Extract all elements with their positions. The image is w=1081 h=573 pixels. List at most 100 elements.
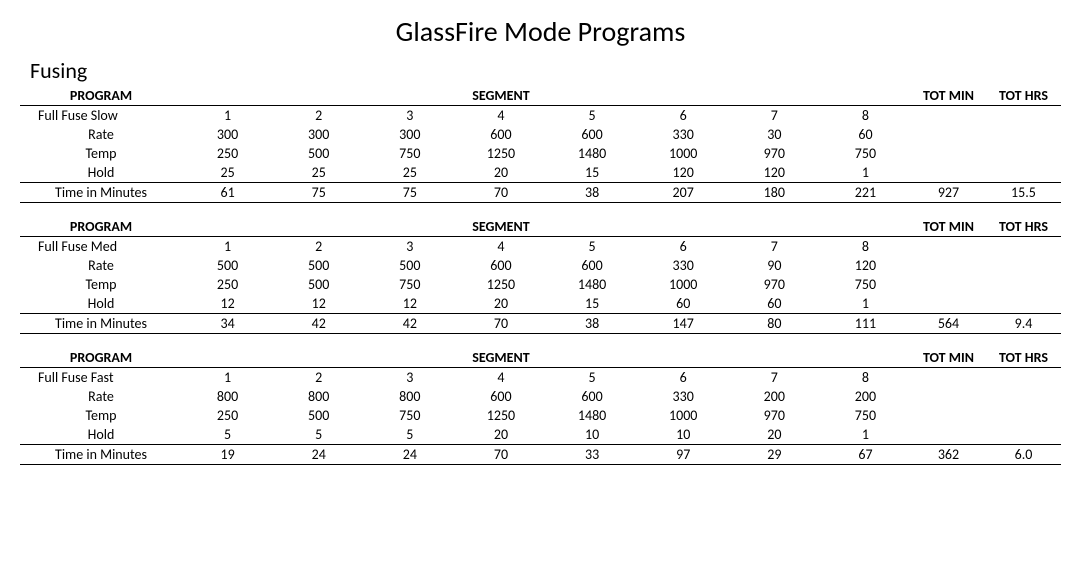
cell-temp: 1480 (547, 275, 638, 294)
cell-time: 75 (364, 183, 455, 203)
cell-hold: 25 (273, 163, 364, 183)
cell-hold: 5 (273, 425, 364, 445)
programs-container: PROGRAMSEGMENTTOT MINTOT HRSFull Fuse Sl… (20, 86, 1061, 465)
cell-rate: 500 (273, 256, 364, 275)
cell-rate: 600 (455, 256, 546, 275)
row-label-hold: Hold (20, 425, 182, 445)
cell-temp: 250 (182, 144, 273, 163)
section-title: Fusing (30, 57, 1061, 84)
cell-rate: 200 (820, 387, 911, 406)
cell-time: 38 (547, 183, 638, 203)
cell-time: 67 (820, 445, 911, 465)
cell-hold: 20 (729, 425, 820, 445)
row-label-time: Time in Minutes (20, 445, 182, 465)
cell-temp: 750 (820, 144, 911, 163)
cell-hold: 120 (729, 163, 820, 183)
row-label-temp: Temp (20, 406, 182, 425)
cell-rate: 60 (820, 125, 911, 144)
cell-temp: 1250 (455, 275, 546, 294)
segment-number: 5 (547, 237, 638, 257)
cell-temp: 750 (820, 275, 911, 294)
cell-rate: 90 (729, 256, 820, 275)
program-name: Full Fuse Med (20, 237, 182, 257)
cell-rate: 600 (455, 387, 546, 406)
segment-number: 7 (729, 368, 820, 388)
cell-temp: 250 (182, 275, 273, 294)
cell-time: 42 (364, 314, 455, 334)
row-label-temp: Temp (20, 275, 182, 294)
cell-rate: 120 (820, 256, 911, 275)
row-label-hold: Hold (20, 294, 182, 314)
cell-hold: 120 (638, 163, 729, 183)
cell-rate: 800 (182, 387, 273, 406)
tot-hrs-value: 9.4 (986, 314, 1061, 334)
cell-temp: 970 (729, 406, 820, 425)
cell-temp: 750 (820, 406, 911, 425)
cell-hold: 1 (820, 294, 911, 314)
cell-temp: 1480 (547, 406, 638, 425)
cell-temp: 970 (729, 275, 820, 294)
cell-time: 42 (273, 314, 364, 334)
cell-hold: 20 (455, 294, 546, 314)
segment-number: 1 (182, 106, 273, 126)
program-table: PROGRAMSEGMENTTOT MINTOT HRSFull Fuse Sl… (20, 86, 1061, 203)
tot-hrs-value: 6.0 (986, 445, 1061, 465)
row-label-rate: Rate (20, 256, 182, 275)
cell-hold: 5 (182, 425, 273, 445)
segment-number: 8 (820, 368, 911, 388)
header-tot-min: TOT MIN (911, 217, 986, 237)
segment-number: 6 (638, 106, 729, 126)
segment-number: 4 (455, 106, 546, 126)
cell-hold: 60 (638, 294, 729, 314)
cell-rate: 200 (729, 387, 820, 406)
header-tot-hrs: TOT HRS (986, 348, 1061, 368)
cell-time: 70 (455, 314, 546, 334)
row-label-rate: Rate (20, 125, 182, 144)
cell-rate: 600 (455, 125, 546, 144)
cell-temp: 1000 (638, 144, 729, 163)
cell-time: 24 (273, 445, 364, 465)
cell-hold: 10 (547, 425, 638, 445)
segment-number: 3 (364, 237, 455, 257)
cell-time: 24 (364, 445, 455, 465)
cell-rate: 30 (729, 125, 820, 144)
segment-number: 1 (182, 237, 273, 257)
row-label-rate: Rate (20, 387, 182, 406)
segment-number: 3 (364, 368, 455, 388)
cell-hold: 5 (364, 425, 455, 445)
cell-time: 38 (547, 314, 638, 334)
cell-rate: 800 (273, 387, 364, 406)
header-program: PROGRAM (20, 86, 182, 106)
cell-hold: 20 (455, 425, 546, 445)
cell-rate: 300 (273, 125, 364, 144)
cell-time: 70 (455, 445, 546, 465)
cell-temp: 500 (273, 275, 364, 294)
cell-rate: 300 (364, 125, 455, 144)
segment-number: 5 (547, 368, 638, 388)
cell-temp: 750 (364, 144, 455, 163)
header-program: PROGRAM (20, 348, 182, 368)
cell-hold: 20 (455, 163, 546, 183)
segment-number: 2 (273, 106, 364, 126)
header-segment: SEGMENT (455, 348, 546, 368)
cell-time: 221 (820, 183, 911, 203)
cell-hold: 12 (182, 294, 273, 314)
program-name: Full Fuse Fast (20, 368, 182, 388)
segment-number: 1 (182, 368, 273, 388)
cell-time: 34 (182, 314, 273, 334)
cell-time: 97 (638, 445, 729, 465)
segment-number: 2 (273, 237, 364, 257)
cell-time: 61 (182, 183, 273, 203)
segment-number: 3 (364, 106, 455, 126)
tot-hrs-value: 15.5 (986, 183, 1061, 203)
cell-temp: 750 (364, 406, 455, 425)
cell-time: 75 (273, 183, 364, 203)
header-segment: SEGMENT (455, 86, 546, 106)
cell-rate: 600 (547, 387, 638, 406)
cell-time: 70 (455, 183, 546, 203)
header-tot-hrs: TOT HRS (986, 217, 1061, 237)
header-tot-min: TOT MIN (911, 86, 986, 106)
cell-rate: 500 (182, 256, 273, 275)
page-title: GlassFire Mode Programs (20, 14, 1061, 49)
tot-min-value: 564 (911, 314, 986, 334)
